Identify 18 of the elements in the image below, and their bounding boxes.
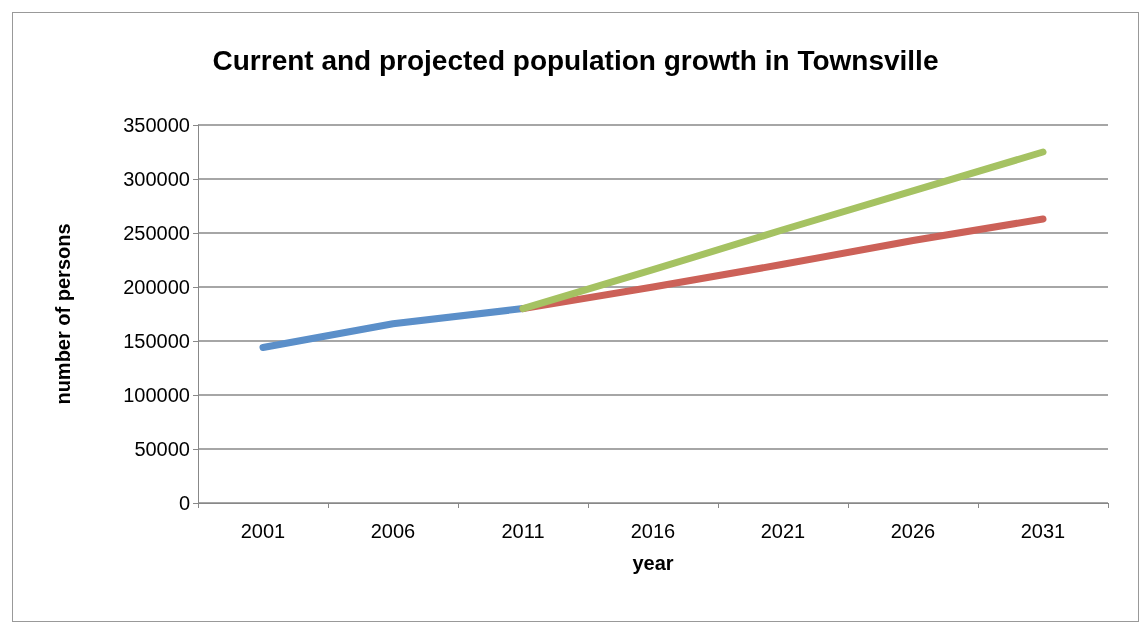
chart-title: Current and projected population growth in Townsville <box>212 44 939 76</box>
y-axis-title: number of persons <box>52 223 74 405</box>
y-tick-label: 100000 <box>123 384 190 406</box>
x-tick-label: 2006 <box>370 520 416 542</box>
y-tick-label: 150000 <box>123 330 190 352</box>
x-tick-label: 2021 <box>760 520 806 542</box>
x-axis-title: year <box>632 552 674 574</box>
x-tick-label: 2011 <box>501 520 545 542</box>
y-tick-label: 350000 <box>123 114 190 136</box>
y-tick-label: 0 <box>178 492 190 514</box>
y-tick-label: 50000 <box>134 438 190 460</box>
y-tick-label: 300000 <box>123 168 190 190</box>
x-tick-label: 2016 <box>630 520 676 542</box>
y-tick-label: 250000 <box>123 222 190 244</box>
x-tick-label: 2001 <box>240 520 286 542</box>
x-tick-label: 2031 <box>1020 520 1066 542</box>
x-tick-label: 2026 <box>890 520 936 542</box>
y-tick-label: 200000 <box>123 276 190 298</box>
